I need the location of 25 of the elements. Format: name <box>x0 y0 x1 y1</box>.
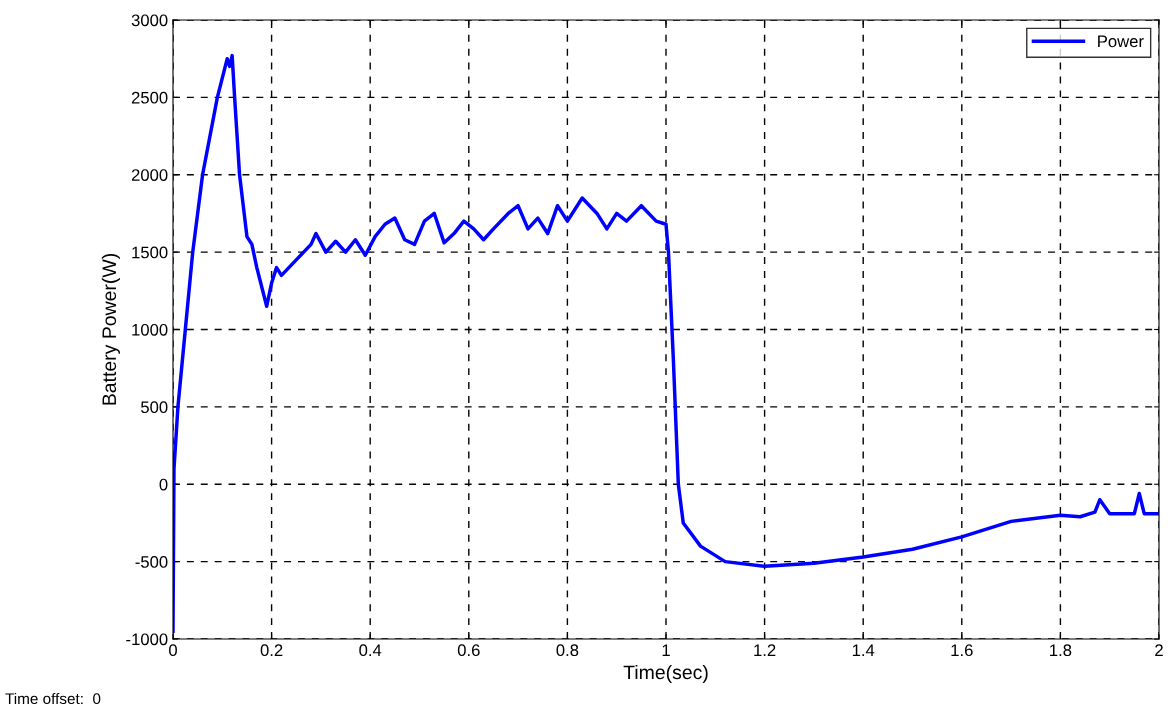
y-tick-label: 0 <box>159 478 168 491</box>
y-tick-label: -1000 <box>126 633 168 646</box>
x-tick-label: 2 <box>1155 644 1163 656</box>
line-series <box>173 53 1159 633</box>
x-tick-label: 0 <box>169 644 177 657</box>
y-tick-label: 3000 <box>131 14 168 27</box>
x-tick-label: 0.6 <box>457 644 480 657</box>
y-tick-label: 1500 <box>132 246 168 259</box>
x-tick-label: 1.6 <box>951 644 973 657</box>
y-axis-title: Battery Power(W) <box>101 253 120 405</box>
y-tick-label: -500 <box>135 556 168 568</box>
x-tick-label: 1.4 <box>852 644 875 656</box>
x-tick-label: 1.2 <box>754 644 776 656</box>
y-tick-label: 2500 <box>131 91 168 104</box>
text: Time offset: 0 <box>5 692 101 705</box>
y-tick-label: 500 <box>141 401 168 414</box>
legend-label: Power <box>1098 35 1144 48</box>
y-tick-label: 2000 <box>131 169 168 181</box>
x-tick-label: 0.4 <box>359 644 382 657</box>
y-tick-label: 1000 <box>132 323 168 336</box>
x-tick-label: 1 <box>662 644 670 656</box>
x-tick-label: 0.8 <box>556 644 579 657</box>
x-tick-label: 1.8 <box>1050 644 1072 657</box>
x-axis-title: Time(sec) <box>623 664 708 684</box>
x-tick-label: 0.2 <box>260 644 283 657</box>
